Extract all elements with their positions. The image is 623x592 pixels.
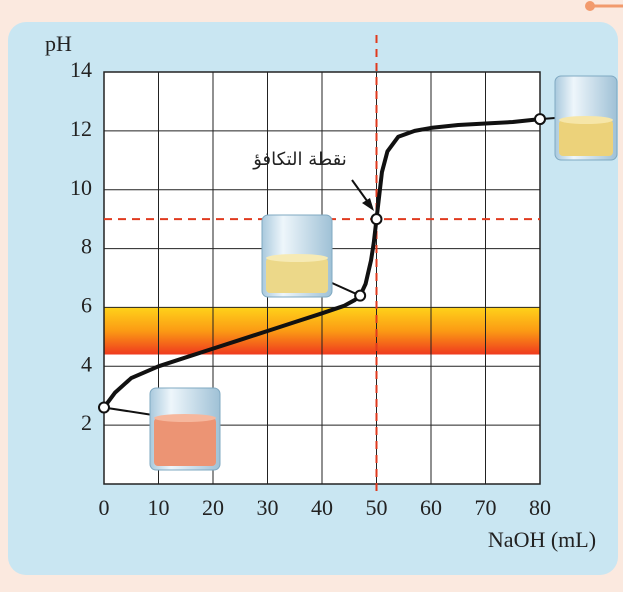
curve-marker bbox=[98, 401, 110, 414]
annotation: نقطة التكافؤ bbox=[252, 149, 347, 170]
liquid-top bbox=[559, 116, 613, 124]
plot-frame bbox=[103, 71, 541, 485]
x-axis-label: NaOH (mL) bbox=[488, 527, 596, 552]
x-tick-label: 50 bbox=[366, 495, 388, 520]
deco-dot bbox=[585, 1, 595, 11]
beaker-base bbox=[554, 75, 618, 161]
y-tick-label: 10 bbox=[70, 175, 92, 200]
x-tick-label: 60 bbox=[420, 495, 442, 520]
liquid bbox=[559, 120, 613, 156]
titration-curve bbox=[102, 117, 541, 409]
y-tick-label: 6 bbox=[81, 292, 92, 317]
curve-marker bbox=[534, 113, 546, 126]
x-tick-label: 20 bbox=[202, 495, 224, 520]
liquid bbox=[266, 258, 328, 293]
y-axis-label: pH bbox=[45, 31, 72, 56]
y-tick-label: 14 bbox=[70, 57, 92, 82]
beaker-acid bbox=[149, 387, 221, 471]
arrow-head bbox=[362, 198, 374, 211]
x-tick-label: 10 bbox=[148, 495, 170, 520]
x-tick-label: 40 bbox=[311, 495, 333, 520]
beaker-mid bbox=[261, 214, 333, 298]
liquid-top bbox=[266, 254, 328, 262]
liquid-top bbox=[154, 414, 216, 422]
y-tick-label: 2 bbox=[81, 410, 92, 435]
liquid bbox=[154, 418, 216, 466]
curve-marker bbox=[370, 213, 383, 226]
x-tick-label: 0 bbox=[99, 495, 110, 520]
y-tick-label: 8 bbox=[81, 234, 92, 259]
curve-marker bbox=[354, 289, 367, 302]
x-tick-label: 30 bbox=[257, 495, 279, 520]
x-tick-label: 80 bbox=[529, 495, 551, 520]
y-tick-label: 12 bbox=[70, 116, 92, 141]
y-tick-label: 4 bbox=[81, 351, 92, 376]
x-tick-label: 70 bbox=[475, 495, 497, 520]
